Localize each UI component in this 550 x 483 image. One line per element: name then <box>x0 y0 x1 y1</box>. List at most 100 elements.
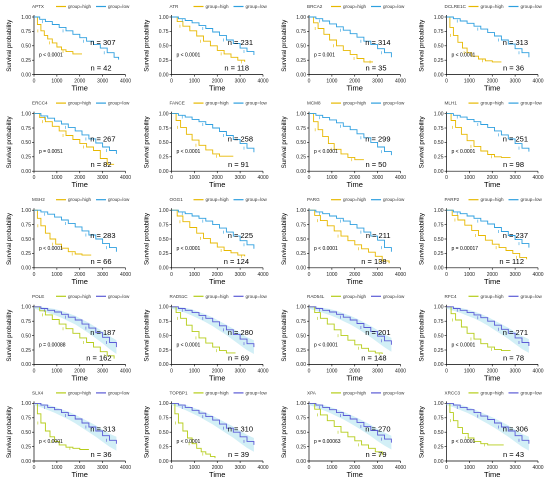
legend-label-low: group=low <box>521 294 543 299</box>
y-tick-label: 0.50 <box>21 430 31 436</box>
y-axis-label: Survival probability <box>281 309 288 362</box>
x-tick-label: 4000 <box>395 465 406 471</box>
legend-label-low: group=low <box>246 4 268 9</box>
x-tick-label: 3000 <box>372 175 383 181</box>
survival-curve-low <box>446 16 530 58</box>
legend-label-high: group=high <box>68 197 92 202</box>
p-value: p < 0.0001 <box>314 342 338 348</box>
y-tick-label: 0.75 <box>159 319 169 325</box>
x-tick-label: 3000 <box>235 368 246 374</box>
y-tick-label: 0.00 <box>21 169 31 175</box>
y-tick-label: 1.00 <box>434 15 444 21</box>
x-tick-label: 4000 <box>120 465 131 471</box>
x-tick-label: 2000 <box>487 368 498 374</box>
y-tick-label: 0.75 <box>434 416 444 422</box>
legend-label-low: group=low <box>108 197 130 202</box>
survival-curve-low <box>309 16 392 58</box>
y-tick-label: 0.75 <box>21 126 31 132</box>
x-tick-label: 4000 <box>257 368 268 374</box>
y-tick-label: 1.00 <box>296 305 306 311</box>
gene-label: OGG1 <box>170 197 184 202</box>
y-tick-label: 0.00 <box>159 169 169 175</box>
n-low-label: n = 270 <box>365 424 390 433</box>
x-tick-label: 1000 <box>326 272 337 278</box>
x-tick-label: 3000 <box>97 79 108 85</box>
legend-label-high: group=high <box>481 101 505 106</box>
legend-label-high: group=high <box>68 294 92 299</box>
y-tick-label: 0.75 <box>296 29 306 35</box>
legend-label-high: group=high <box>206 390 230 395</box>
n-low-label: n = 310 <box>228 424 253 433</box>
x-tick-label: 4000 <box>120 368 131 374</box>
y-tick-label: 0.00 <box>296 362 306 368</box>
km-panel-topbp1: TOPBP1 group=high group=low 0.00 0.25 0.50 0.7… <box>144 390 269 479</box>
y-axis-label: Survival probability <box>281 212 288 265</box>
x-tick-label: 0 <box>33 79 36 85</box>
survival-curve-high <box>446 402 504 446</box>
y-tick-label: 0.00 <box>434 362 444 368</box>
survival-curve-high <box>171 402 216 459</box>
n-high-label: n = 124 <box>224 257 249 266</box>
survival-curve-high <box>171 113 234 157</box>
y-tick-label: 0.00 <box>434 266 444 272</box>
y-tick-label: 1.00 <box>296 111 306 117</box>
y-tick-label: 1.00 <box>159 208 169 214</box>
y-tick-label: 0.25 <box>21 444 31 450</box>
survival-curve-high <box>446 113 511 158</box>
n-high-label: n = 162 <box>86 353 111 362</box>
x-tick-label: 2000 <box>74 79 85 85</box>
km-panel-mlh1: MLH1 group=high group=low 0.00 0.25 0.50 0.75 1… <box>419 101 544 190</box>
y-tick-label: 0.50 <box>296 140 306 146</box>
x-tick-label: 4000 <box>395 272 406 278</box>
x-tick-label: 3000 <box>97 368 108 374</box>
x-tick-label: 2000 <box>349 79 360 85</box>
survival-curve-high <box>34 306 115 359</box>
x-tick-label: 3000 <box>510 368 521 374</box>
gene-label: PARG <box>307 197 320 202</box>
n-high-label: n = 39 <box>228 450 249 459</box>
survival-curve-low <box>34 113 117 154</box>
x-tick-label: 0 <box>170 79 173 85</box>
x-tick-label: 0 <box>308 272 311 278</box>
km-panel-rad51c: RAD51C group=high group=low 0.00 0.25 0.50 0.7… <box>144 294 269 383</box>
y-tick-label: 0.75 <box>434 319 444 325</box>
y-tick-label: 0.00 <box>434 459 444 465</box>
survival-curve-low <box>309 113 392 156</box>
y-tick-label: 0.25 <box>159 444 169 450</box>
y-tick-label: 0.75 <box>159 126 169 132</box>
n-high-label: n = 79 <box>365 450 386 459</box>
y-tick-label: 1.00 <box>296 208 306 214</box>
x-tick-label: 4000 <box>120 272 131 278</box>
y-tick-label: 1.00 <box>434 111 444 117</box>
gene-label: RFC4 <box>445 294 457 299</box>
x-tick-label: 0 <box>33 465 36 471</box>
km-panel-parp2: PARP2 group=high group=low 0.00 0.25 0.50 0.75… <box>419 197 544 286</box>
n-low-label: n = 231 <box>228 38 253 47</box>
x-tick-label: 0 <box>445 465 448 471</box>
gene-label: PARP2 <box>445 197 460 202</box>
y-axis-label: Survival probability <box>419 309 426 362</box>
y-axis-label: Survival probability <box>419 405 426 458</box>
x-axis-label: Time <box>209 470 225 479</box>
x-axis-label: Time <box>484 470 500 479</box>
gene-label: POLE <box>32 294 44 299</box>
legend-label-high: group=high <box>481 390 505 395</box>
legend-label-high: group=high <box>206 197 230 202</box>
n-high-label: n = 82 <box>90 160 111 169</box>
y-tick-label: 0.25 <box>434 251 444 257</box>
x-tick-label: 2000 <box>487 272 498 278</box>
x-tick-label: 2000 <box>74 272 85 278</box>
y-tick-label: 0.50 <box>159 237 169 243</box>
y-tick-label: 0.00 <box>21 72 31 78</box>
n-low-label: n = 314 <box>365 38 390 47</box>
x-tick-label: 4000 <box>257 79 268 85</box>
km-panel-msh2: MSH2 group=high group=low 0.00 0.25 0.50 0.75 1… <box>6 197 131 286</box>
y-axis-label: Survival probability <box>281 405 288 458</box>
y-tick-label: 0.00 <box>159 362 169 368</box>
legend-label-high: group=high <box>343 390 367 395</box>
y-tick-label: 0.25 <box>159 348 169 354</box>
n-high-label: n = 91 <box>228 160 249 169</box>
y-axis-label: Survival probability <box>419 19 426 72</box>
y-axis-label: Survival probability <box>144 405 151 458</box>
survival-curve-low <box>34 209 117 252</box>
